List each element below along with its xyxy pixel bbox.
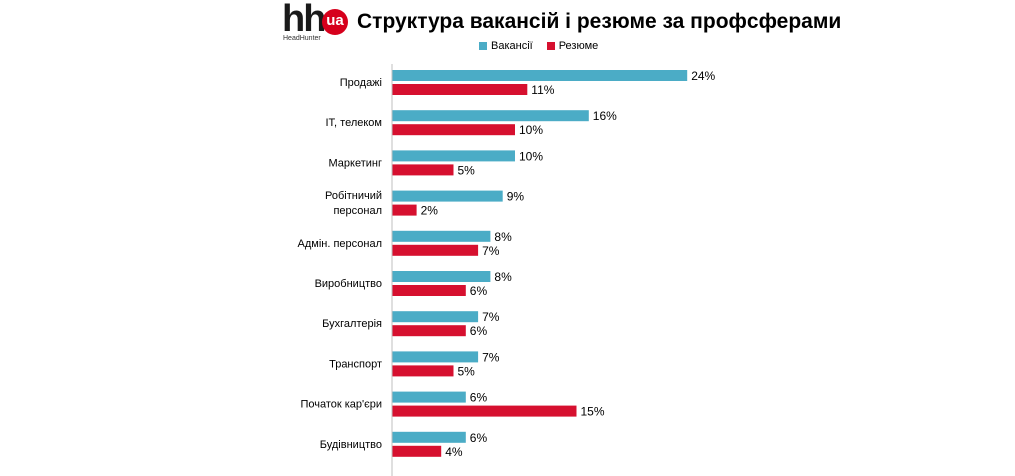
chart-title: Структура вакансій і резюме за профсфера…	[357, 10, 842, 33]
bar-vacancies	[392, 271, 491, 282]
data-label: 5%	[458, 163, 476, 177]
bar-vacancies	[392, 110, 589, 122]
data-label: 6%	[470, 431, 488, 445]
data-label: 6%	[470, 284, 488, 298]
data-label: 10%	[519, 123, 543, 137]
category-label: Продажі	[340, 77, 382, 89]
legend-swatch-vacancies	[479, 42, 487, 50]
category-label: Адмін. персонал	[298, 238, 383, 250]
legend-item-vacancies: Вакансії	[479, 40, 533, 52]
data-label: 7%	[482, 310, 500, 324]
bar-resumes	[392, 365, 454, 377]
bar-resumes	[392, 445, 442, 457]
category-label: Маркетинг	[329, 157, 382, 169]
logo-subtitle: HeadHunter	[283, 35, 321, 42]
logo-badge: ua	[322, 9, 348, 35]
bar-vacancies	[392, 431, 466, 443]
data-label: 11%	[531, 83, 554, 97]
data-label: 15%	[581, 405, 605, 419]
bar-vacancies	[392, 230, 491, 242]
category-label: Початок кар'єри	[300, 399, 382, 411]
bar-resumes	[392, 244, 479, 256]
data-label: 7%	[482, 244, 500, 258]
legend-item-resumes: Резюме	[546, 40, 599, 52]
bar-vacancies	[392, 190, 503, 202]
bar-vacancies	[392, 391, 466, 403]
legend-label-vacancies: Вакансії	[491, 40, 533, 52]
category-label: Транспорт	[329, 358, 382, 370]
category-label: Виробництво	[315, 278, 382, 290]
category-label: Бухгалтерія	[322, 318, 382, 330]
bar-resumes	[392, 325, 466, 337]
category-label: IT, телеком	[326, 117, 383, 129]
chart-legend: Вакансії Резюме	[479, 40, 612, 52]
data-label: 4%	[445, 445, 463, 459]
data-label: 9%	[507, 190, 525, 204]
data-label: 24%	[691, 69, 715, 83]
bar-vacancies	[392, 70, 688, 81]
bar-resumes	[392, 124, 515, 136]
bar-resumes	[392, 405, 577, 417]
data-label: 8%	[494, 230, 512, 244]
data-label: 16%	[593, 109, 617, 123]
data-label: 8%	[494, 270, 512, 284]
bar-vacancies	[392, 351, 479, 363]
data-label: 10%	[519, 149, 543, 163]
data-label: 6%	[470, 324, 488, 338]
category-label: Робітничий персонал	[325, 190, 382, 217]
data-label: 5%	[458, 364, 476, 378]
legend-label-resumes: Резюме	[558, 40, 599, 52]
bar-resumes	[392, 164, 454, 176]
legend-swatch-resumes	[546, 42, 555, 50]
bar-resumes	[392, 84, 528, 95]
bar-resumes	[392, 204, 417, 216]
logo-mark: hh	[282, 0, 326, 40]
bar-resumes	[392, 285, 466, 296]
headhunter-logo: hh ua HeadHunter	[282, 0, 352, 45]
category-label: Будівництво	[320, 439, 382, 451]
data-label: 7%	[482, 350, 500, 364]
bar-vacancies	[392, 311, 479, 323]
data-label: 2%	[421, 204, 439, 218]
bar-vacancies	[392, 150, 515, 162]
data-label: 6%	[470, 391, 488, 405]
